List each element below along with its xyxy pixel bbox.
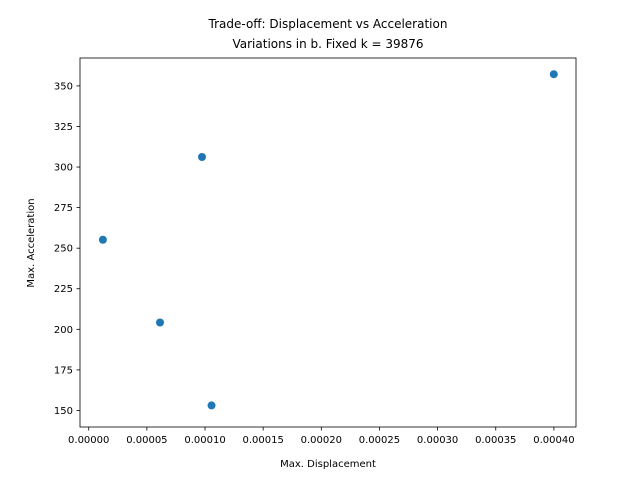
scatter-point: [156, 318, 165, 327]
x-axis-label: Max. Displacement: [280, 459, 376, 470]
x-tick-label: 0.00035: [475, 435, 516, 446]
y-tick-label: 300: [54, 163, 73, 174]
scatter-point: [197, 152, 206, 161]
scatter-point: [98, 235, 107, 244]
scatter-point: [207, 401, 216, 410]
y-tick-label: 175: [54, 365, 73, 376]
y-tick-label: 225: [54, 284, 73, 295]
scatter-point: [549, 70, 558, 79]
chart-subtitle: Variations in b. Fixed k = 39876: [232, 37, 423, 51]
y-axis-label: Max. Acceleration: [26, 198, 37, 287]
y-tick-label: 150: [54, 406, 73, 417]
x-tick-label: 0.00040: [533, 435, 574, 446]
x-tick-label: 0.00015: [242, 435, 283, 446]
y-tick-label: 200: [54, 325, 73, 336]
plot-frame: [79, 57, 577, 428]
x-tick-label: 0.00030: [417, 435, 458, 446]
plot-area: 0.00000 0.00005 0.00010 0.00015 0.00020 0.000…: [54, 57, 577, 446]
chart-title: Trade-off: Displacement vs Acceleration: [208, 17, 448, 31]
x-tick-label: 0.00010: [184, 435, 225, 446]
y-tick-label: 325: [54, 122, 73, 133]
x-tick-label: 0.00005: [126, 435, 167, 446]
x-tick-label: 0.00000: [68, 435, 109, 446]
x-tick-label: 0.00025: [359, 435, 400, 446]
y-tick-label: 350: [54, 81, 73, 92]
y-tick-label: 275: [54, 203, 73, 214]
y-tick-label: 250: [54, 244, 73, 255]
x-tick-label: 0.00020: [301, 435, 342, 446]
